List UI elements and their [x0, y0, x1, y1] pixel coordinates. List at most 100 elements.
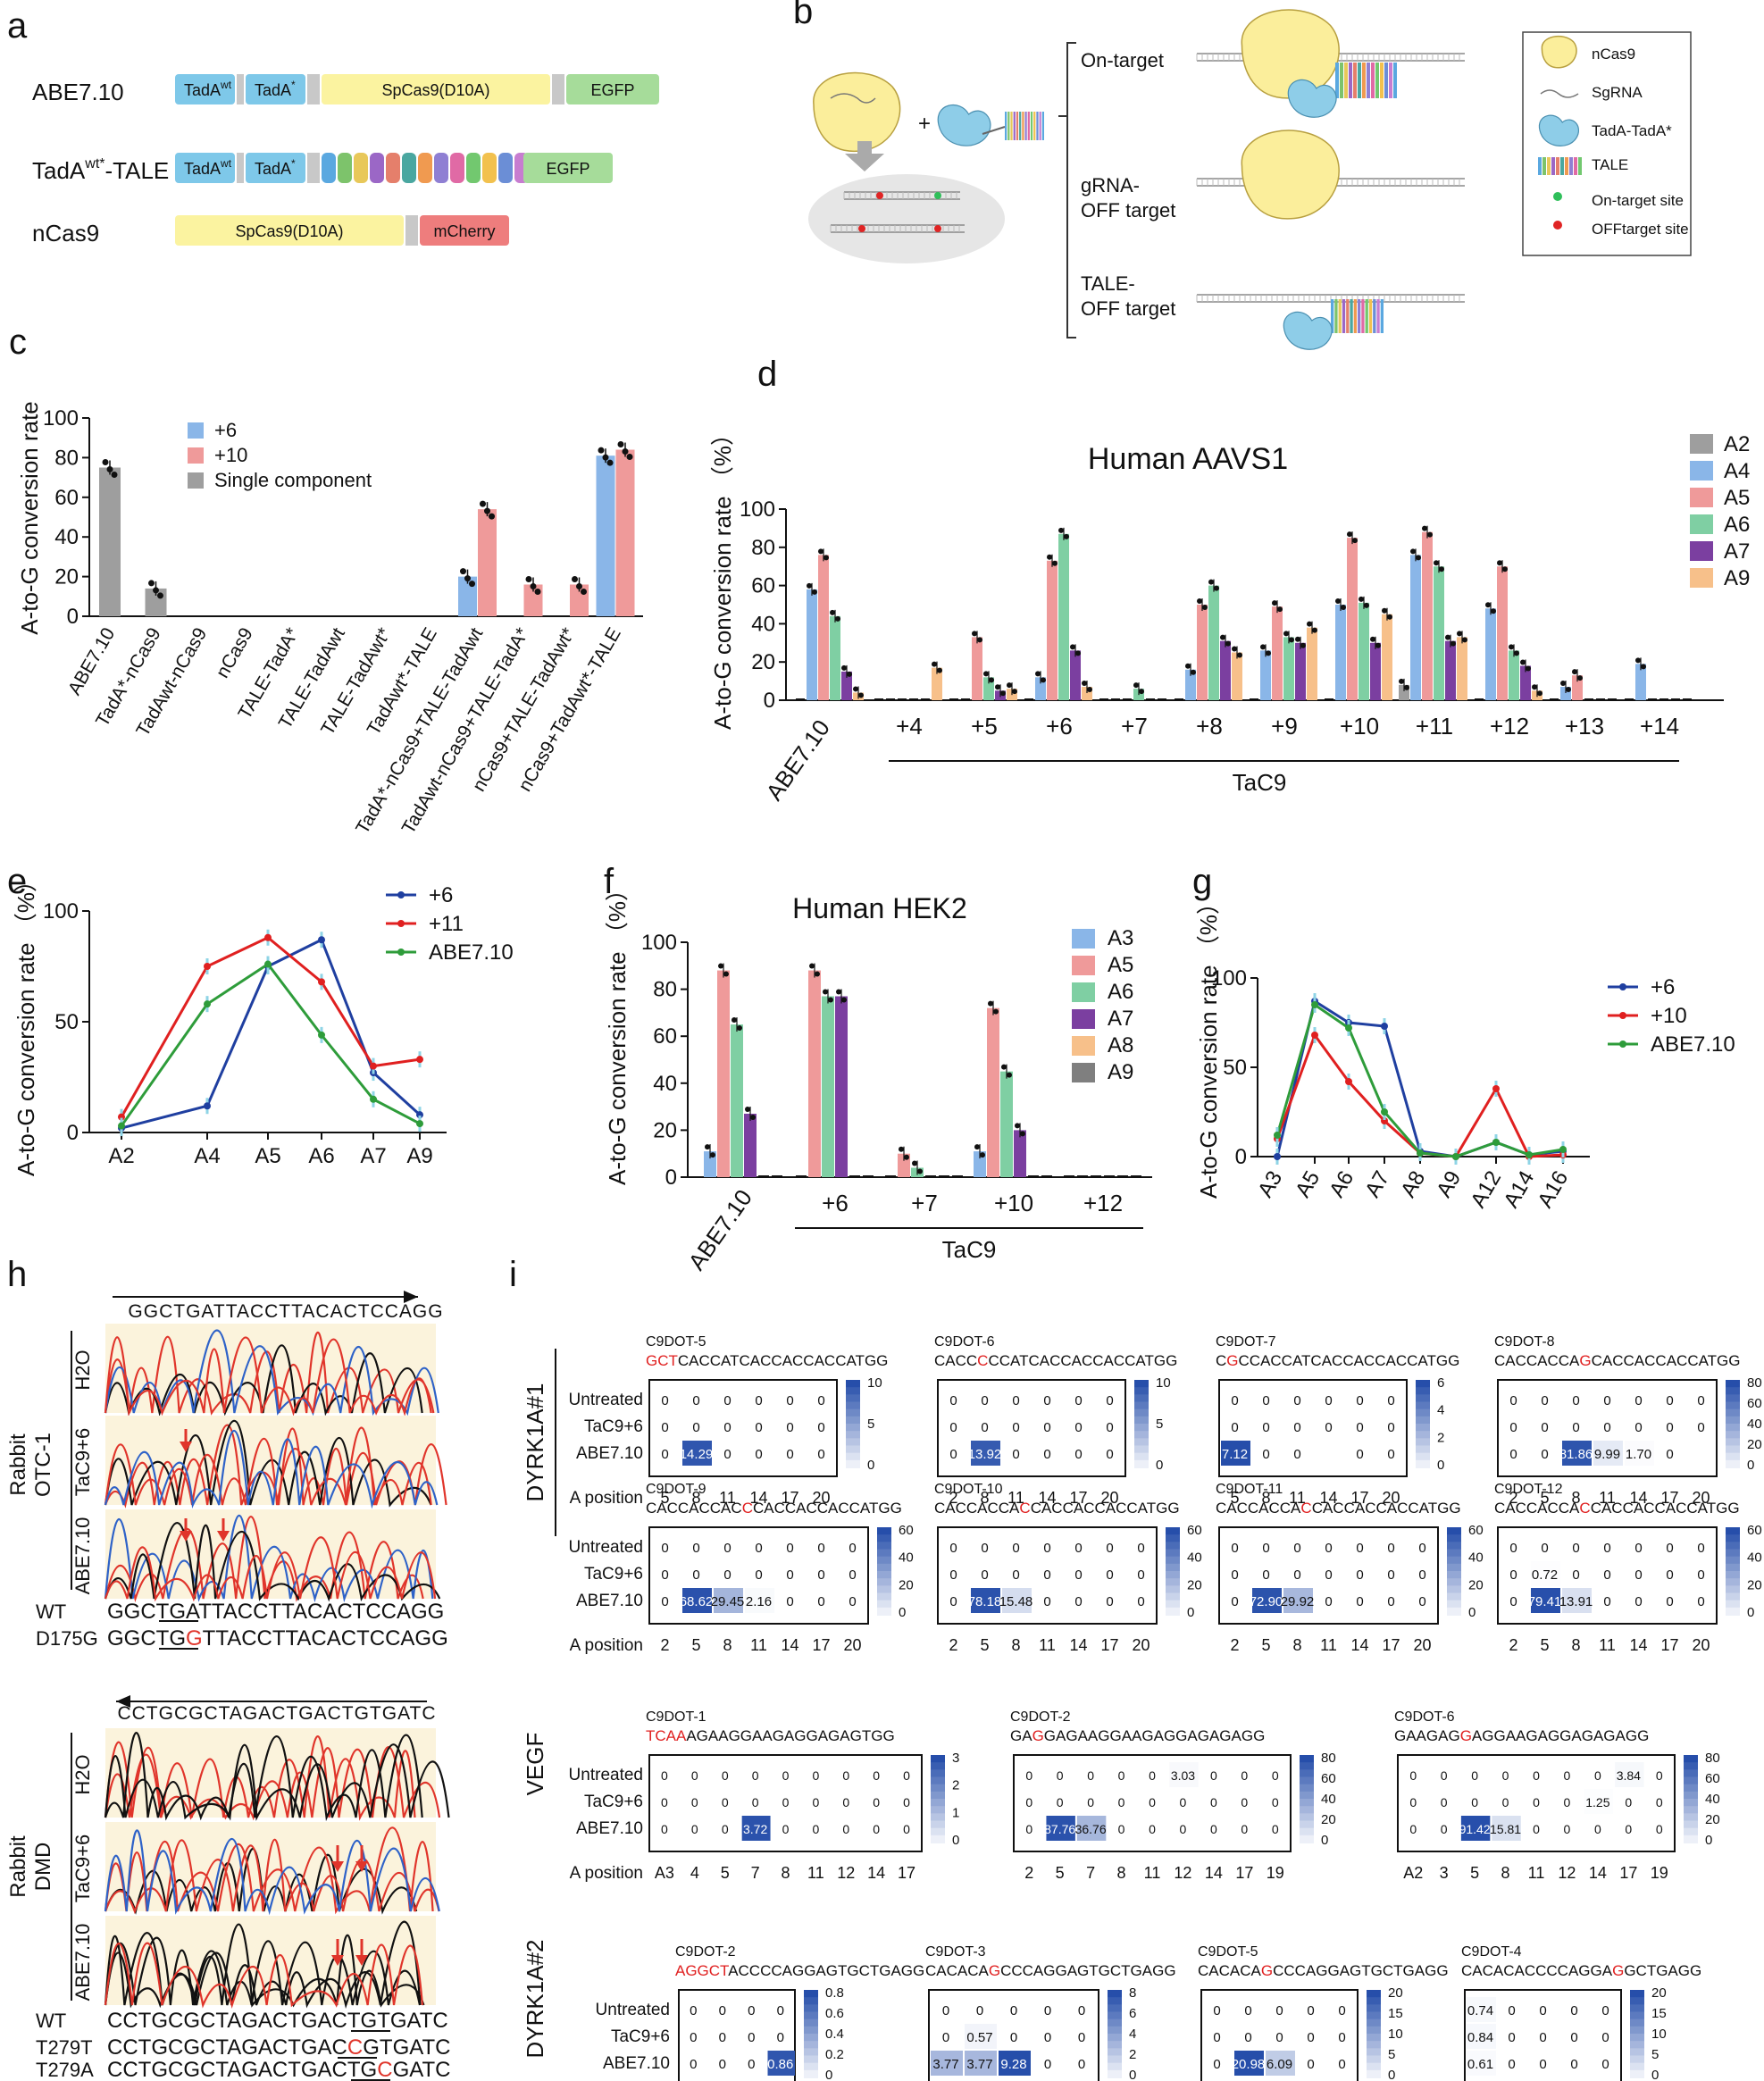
- x-tick-label: +14: [1640, 713, 1679, 740]
- heatmap-value: 0: [1509, 1420, 1517, 1435]
- heatmap-cell: [767, 2051, 795, 2076]
- ncas9-protein: [1241, 130, 1340, 220]
- position-label: 14: [749, 1489, 767, 1507]
- colorbar-segment: [804, 2048, 818, 2057]
- tada-wt-segment-label: TadAwt: [184, 157, 232, 178]
- heatmap-value: 0: [1231, 1567, 1238, 1583]
- bar: [818, 555, 829, 700]
- data-dot: [480, 500, 486, 507]
- data-dot: [1064, 533, 1069, 539]
- heatmap-value: 1.70: [1626, 1447, 1651, 1462]
- heatmap-title: C9DOT-5: [1198, 1944, 1258, 1960]
- heatmap-value: 0: [692, 1541, 699, 1556]
- colorbar-segment: [1726, 1527, 1740, 1536]
- colorbar-segment: [931, 1791, 945, 1800]
- heatmap-value: 0: [1533, 1795, 1540, 1809]
- data-dot: [1012, 689, 1017, 695]
- series-marker: [118, 1113, 125, 1121]
- colorbar-segment: [1108, 2069, 1122, 2078]
- colorbar-segment: [846, 1424, 860, 1433]
- bar: [1272, 606, 1283, 700]
- bar: [1000, 1071, 1013, 1177]
- data-dot: [1047, 554, 1052, 560]
- colorbar-segment: [1684, 1762, 1698, 1771]
- data-dot: [1509, 644, 1514, 650]
- heatmap-value: 0: [1106, 1541, 1113, 1556]
- colorbar-segment: [877, 1607, 891, 1616]
- heatmap-value: 0: [1106, 1567, 1113, 1583]
- y-tick-label: 50: [54, 1010, 79, 1034]
- tale-array: [1376, 299, 1380, 333]
- mcherry-segment: [420, 215, 509, 246]
- colorbar-segment: [1726, 1431, 1740, 1440]
- data-dot: [1232, 646, 1237, 652]
- position-label: 11: [1289, 1489, 1306, 1507]
- colorbar-segment: [1166, 1607, 1180, 1616]
- colorbar-segment: [1630, 1990, 1644, 1999]
- heatmap-value: 0: [1570, 2030, 1577, 2045]
- heatmap-value: 0: [1043, 1420, 1050, 1435]
- heatmap-value: 3.84: [1617, 1768, 1641, 1783]
- colorbar-label: 0.4: [825, 2027, 844, 2042]
- position-label: 12: [1174, 1864, 1191, 1882]
- bar: [822, 996, 834, 1177]
- tale-array: [1340, 63, 1343, 98]
- heatmap-value: 0: [1603, 1594, 1610, 1609]
- colorbar-segment: [804, 2011, 818, 2020]
- colorbar-segment: [1367, 2069, 1381, 2078]
- x-tick-label: +4: [896, 713, 923, 740]
- heatmap-value: 0: [1697, 1393, 1704, 1408]
- legend-label: A6: [1724, 513, 1750, 537]
- heatmap-box: [1200, 1989, 1359, 2081]
- heatmap-value: 0: [1262, 1541, 1269, 1556]
- series-marker: [1311, 1032, 1318, 1039]
- x-tick-label: A7: [1360, 1167, 1394, 1202]
- bar: [841, 671, 852, 700]
- heatmap-sequence: CACCACCACCACCACCACCATGG: [1494, 1500, 1740, 1517]
- seq-segment: CACCACCA: [1216, 1500, 1301, 1517]
- y-tick-label: 0: [665, 1166, 677, 1190]
- colorbar-segment: [1300, 1769, 1314, 1778]
- heatmap-value: 9.99: [1594, 1447, 1620, 1462]
- position-label: 11: [1599, 1636, 1616, 1654]
- legend-swatch: [188, 422, 204, 439]
- colorbar-segment: [804, 2069, 818, 2078]
- bar: [99, 467, 121, 616]
- heatmap-value: 0: [1272, 1768, 1279, 1783]
- heatmap-value: 0: [1043, 1541, 1050, 1556]
- seq-segment: CCACCATCACCACCACCATGG: [1239, 1352, 1460, 1369]
- colorbar-segment: [1447, 1549, 1461, 1558]
- series-marker: [1381, 1108, 1388, 1116]
- x-tick-label: A6: [308, 1144, 334, 1168]
- colorbar-segment: [1684, 1827, 1698, 1836]
- colorbar-label: 20: [1747, 1437, 1762, 1452]
- heatmap-value: 0: [1594, 1822, 1601, 1836]
- legend-label: A5: [1724, 486, 1750, 510]
- row-label: Untreated: [596, 2001, 670, 2019]
- series-marker: [1417, 1149, 1424, 1157]
- heatmap-value: 0: [1509, 1447, 1517, 1462]
- seq-segment: CACCACCA: [1494, 1500, 1580, 1517]
- heatmap-value: 0: [1043, 1567, 1050, 1583]
- colorbar-label: 0: [1321, 1833, 1328, 1848]
- y-tick-label: 100: [43, 406, 79, 430]
- heatmap-value: 78.18: [968, 1594, 1002, 1609]
- off-target-dot: [876, 192, 883, 199]
- heatmap-value: 0: [1509, 1393, 1517, 1408]
- allele-label: WT: [36, 1600, 66, 1623]
- colorbar-label: 40: [1747, 1417, 1762, 1432]
- edited-base: C: [377, 2058, 392, 2081]
- heatmap-cell: [931, 2051, 963, 2076]
- series-line: [1275, 999, 1564, 1158]
- series-marker: [1559, 1146, 1567, 1153]
- colorbar-segment: [877, 1571, 891, 1580]
- bar: [1070, 650, 1081, 700]
- colorbar-label: 0: [899, 1605, 906, 1620]
- heatmap-value: 0: [723, 1447, 731, 1462]
- colorbar-segment: [1300, 1799, 1314, 1808]
- heatmap-value: 0: [949, 1567, 957, 1583]
- linker-line: [982, 126, 1006, 135]
- heatmap-value: 0: [1418, 1594, 1425, 1609]
- colorbar-label: 3: [952, 1751, 959, 1766]
